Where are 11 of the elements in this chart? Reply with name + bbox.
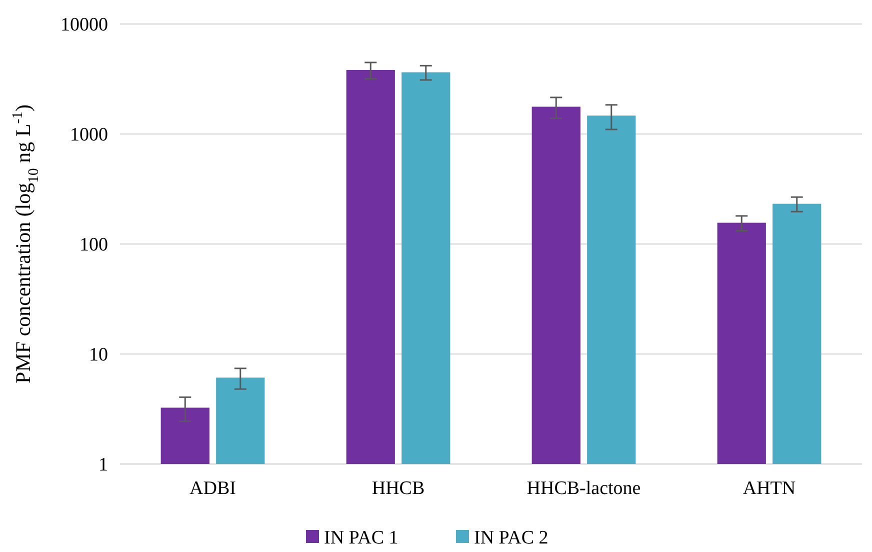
- x-tick-label: HHCB: [372, 478, 425, 499]
- y-tick-label: 10: [89, 344, 108, 366]
- x-tick-label: HHCB-lactone: [526, 478, 641, 499]
- y-tick-label: 10000: [60, 14, 108, 36]
- legend-label: IN PAC 2: [474, 528, 548, 549]
- y-tick-label: 100: [80, 234, 108, 256]
- x-tick-label: ADBI: [190, 478, 236, 499]
- x-tick-label: AHTN: [742, 478, 796, 499]
- y-tick-label: 1: [98, 454, 108, 476]
- legend-label: IN PAC 1: [324, 528, 398, 549]
- y-tick-label: 1000: [70, 124, 108, 146]
